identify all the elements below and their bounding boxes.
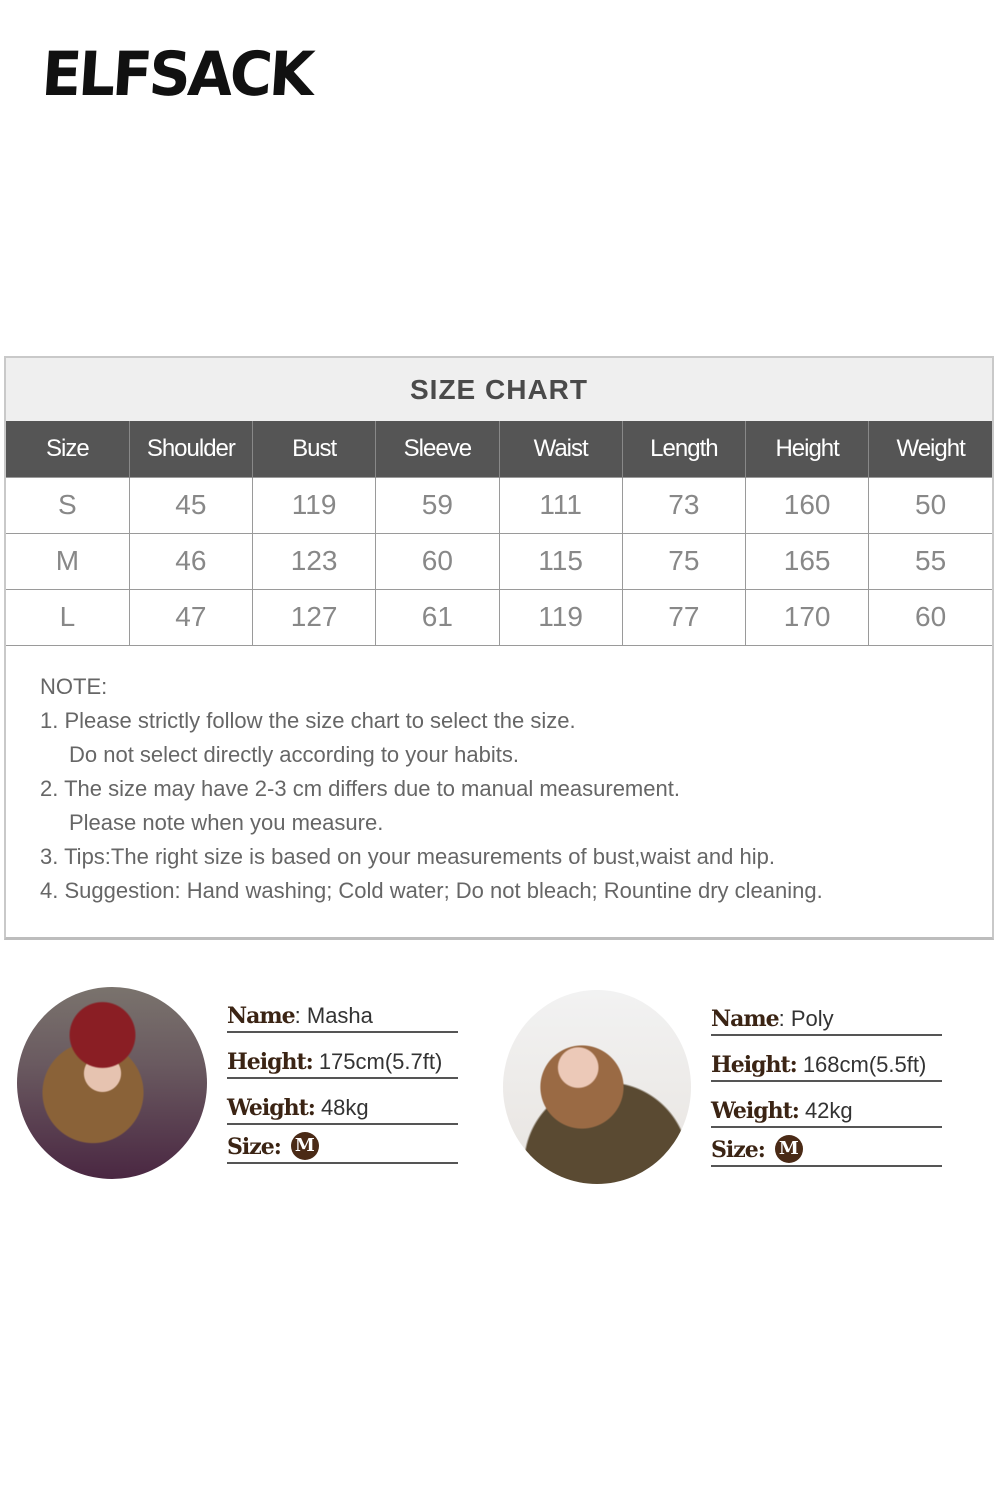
table-cell: L (6, 588, 130, 646)
model-info-masha: Name: Masha Height: 175cm(5.7ft) Weight: 4… (227, 993, 458, 1164)
table-cell: 60 (375, 532, 500, 590)
table-cell: 73 (622, 476, 747, 534)
table-row: S 45 119 59 111 73 160 50 (6, 476, 992, 534)
name-label: Name (711, 1006, 780, 1032)
weight-label: Weight: (711, 1098, 800, 1124)
table-row: L 47 127 61 119 77 170 60 (6, 588, 992, 646)
column-header: Sleeve (375, 421, 500, 477)
table-cell: 127 (252, 588, 377, 646)
column-header: Waist (499, 421, 623, 477)
table-row: M 46 123 60 115 75 165 55 (6, 532, 992, 590)
size-label: Size: (227, 1134, 282, 1160)
size-chart-title: SIZE CHART (6, 358, 992, 421)
table-cell: 50 (868, 476, 992, 534)
table-cell: 111 (499, 476, 623, 534)
model-name: : Poly (778, 1006, 834, 1031)
table-cell: S (6, 476, 130, 534)
table-cell: 170 (745, 588, 870, 646)
note-line: 1. Please strictly follow the size chart… (40, 707, 576, 733)
table-cell: 165 (745, 532, 870, 590)
size-badge: M (774, 1135, 803, 1163)
note-heading: NOTE: (40, 673, 108, 699)
note-line: 4. Suggestion: Hand washing; Cold water;… (40, 877, 823, 903)
model-name: : Masha (294, 1003, 373, 1028)
size-label: Size: (711, 1137, 766, 1163)
model-height: 175cm(5.7ft) (318, 1049, 443, 1074)
brand-logo: ELFSACK (39, 38, 314, 110)
model-weight: 48kg (320, 1095, 369, 1120)
model-photo-masha (17, 987, 207, 1179)
size-badge: M (290, 1132, 319, 1160)
model-info-poly: Name: Poly Height: 168cm(5.5ft) Weight: 42… (711, 996, 942, 1167)
table-cell: 60 (868, 588, 992, 646)
table-cell: 77 (622, 588, 747, 646)
table-cell: 59 (375, 476, 500, 534)
model-weight: 42kg (804, 1098, 853, 1123)
column-header: Height (745, 421, 870, 477)
notes: NOTE: 1. Please strictly follow the size… (6, 646, 992, 932)
table-cell: 119 (499, 588, 623, 646)
table-cell: 45 (129, 476, 254, 534)
model-height: 168cm(5.5ft) (802, 1052, 927, 1077)
note-line: 3. Tips:The right size is based on your … (40, 843, 775, 869)
table-cell: 115 (499, 532, 623, 590)
note-line: Do not select directly according to your… (69, 741, 520, 767)
table-cell: 119 (252, 476, 377, 534)
size-chart: SIZE CHART Size Shoulder Bust Sleeve Waist Le… (4, 356, 994, 940)
table-cell: 75 (622, 532, 747, 590)
height-label: Height: (227, 1049, 314, 1075)
header-row: Size Shoulder Bust Sleeve Waist Length Height W… (6, 421, 992, 477)
size-table: Size Shoulder Bust Sleeve Waist Length Height W… (6, 421, 992, 646)
model-photo-poly (503, 990, 691, 1184)
note-line: Please note when you measure. (69, 809, 384, 835)
table-cell: M (6, 532, 130, 590)
column-header: Shoulder (129, 421, 254, 477)
table-cell: 160 (745, 476, 870, 534)
column-header: Bust (252, 421, 377, 477)
table-cell: 47 (129, 588, 254, 646)
table-cell: 46 (129, 532, 254, 590)
height-label: Height: (711, 1052, 798, 1078)
table-cell: 55 (868, 532, 992, 590)
column-header: Length (622, 421, 747, 477)
column-header: Weight (868, 421, 992, 477)
table-cell: 123 (252, 532, 377, 590)
note-line: 2. The size may have 2-3 cm differs due … (40, 775, 680, 801)
weight-label: Weight: (227, 1095, 316, 1121)
table-cell: 61 (375, 588, 500, 646)
column-header: Size (6, 421, 130, 477)
name-label: Name (227, 1003, 296, 1029)
